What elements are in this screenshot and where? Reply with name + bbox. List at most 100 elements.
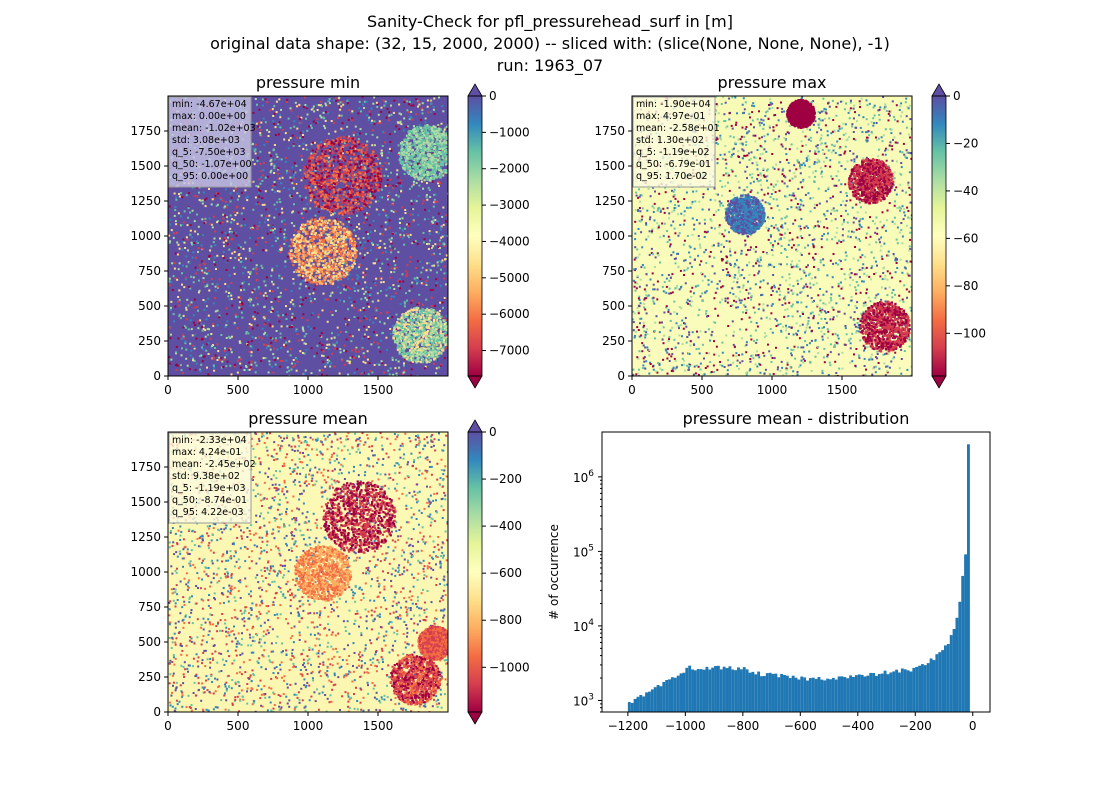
heatmap-pixel: [326, 208, 329, 212]
heatmap-pixel: [312, 257, 315, 260]
heatmap-pixel: [440, 151, 443, 154]
heatmap-pixel: [289, 176, 292, 179]
heatmap-pixel: [404, 140, 407, 143]
heatmap-pixel: [266, 232, 269, 235]
heatmap-pixel: [383, 242, 386, 245]
heatmap-pixel: [439, 301, 442, 304]
heatmap-pixel: [339, 278, 342, 281]
heatmap-pixel: [335, 250, 339, 253]
heatmap-pixel: [353, 157, 356, 160]
heatmap-pixel: [386, 183, 389, 186]
heatmap-pixel: [279, 201, 282, 203]
heatmap-pixel: [173, 320, 175, 323]
heatmap-pixel: [364, 175, 367, 178]
heatmap-pixel: [362, 307, 365, 309]
heatmap-pixel: [301, 326, 304, 329]
heatmap-pixel: [169, 337, 172, 340]
heatmap-pixel: [329, 160, 332, 163]
heatmap-pixel: [212, 241, 215, 244]
heatmap-pixel: [279, 336, 282, 339]
heatmap-pixel: [202, 344, 204, 347]
heatmap-pixel: [252, 147, 255, 150]
heatmap-pixel: [407, 223, 410, 226]
heatmap-pixel: [437, 150, 440, 154]
heatmap-pixel: [418, 143, 421, 146]
heatmap-pixel: [366, 251, 369, 254]
heatmap-pixel: [327, 179, 331, 182]
heatmap-pixel: [309, 269, 312, 272]
heatmap-pixel: [310, 126, 313, 129]
heatmap-pixel: [436, 271, 438, 274]
heatmap-pixel: [449, 146, 451, 148]
heatmap-pixel: [314, 183, 317, 186]
heatmap-pixel: [278, 158, 281, 161]
heatmap-pixel: [338, 242, 341, 245]
heatmap-pixel: [349, 196, 352, 199]
heatmap-pixel: [301, 223, 304, 226]
heatmap-pixel: [340, 127, 343, 130]
heatmap-pixel: [311, 252, 314, 255]
heatmap-pixel: [312, 292, 315, 295]
heatmap-pixel: [276, 348, 279, 351]
heatmap-pixel: [317, 104, 320, 107]
heatmap-pixel: [336, 263, 340, 267]
heatmap-pixel: [333, 156, 336, 159]
heatmap-pixel: [290, 249, 293, 253]
heatmap-pixel: [320, 192, 323, 195]
heatmap-pixel: [307, 245, 310, 248]
heatmap-pixel: [352, 141, 355, 144]
heatmap-pixel: [442, 130, 445, 133]
heatmap-pixel: [355, 160, 358, 163]
heatmap-pixel: [302, 329, 305, 332]
heatmap-pixel: [180, 215, 182, 218]
heatmap-pixel: [316, 156, 319, 159]
heatmap-pixel: [328, 348, 330, 351]
heatmap-pixel: [426, 126, 429, 130]
heatmap-pixel: [228, 274, 231, 277]
heatmap-pixel: [407, 138, 410, 142]
heatmap-pixel: [313, 153, 316, 156]
heatmap-pixel: [325, 268, 328, 271]
heatmap-pixel: [406, 171, 410, 174]
heatmap-pixel: [200, 260, 203, 263]
heatmap-pixel: [184, 247, 187, 249]
heatmap-pixel: [354, 262, 356, 265]
heatmap-pixel: [348, 170, 351, 173]
heatmap-pixel: [385, 116, 388, 119]
heatmap-pixel: [319, 114, 322, 117]
heatmap-pixel: [273, 167, 276, 170]
heatmap-pixel: [225, 269, 228, 271]
heatmap-pixel: [349, 163, 352, 167]
heatmap-pixel: [253, 150, 256, 153]
heatmap-pixel: [406, 299, 408, 302]
heatmap-pixel: [411, 299, 414, 302]
heatmap-pixel: [385, 294, 388, 297]
heatmap-pixel: [417, 195, 420, 198]
heatmap-pixel: [427, 155, 431, 158]
heatmap-pixel: [209, 249, 212, 252]
heatmap-pixel: [257, 192, 260, 194]
heatmap-pixel: [442, 223, 445, 226]
heatmap-pixel: [326, 99, 329, 102]
heatmap-pixel: [330, 237, 333, 240]
heatmap-pixel: [339, 194, 342, 198]
heatmap-pixel: [252, 317, 254, 320]
heatmap-pixel: [338, 227, 342, 230]
heatmap-pixel: [415, 156, 418, 159]
heatmap-pixel: [337, 242, 340, 246]
heatmap-pixel: [389, 133, 392, 136]
heatmap-pixel: [360, 372, 363, 375]
heatmap-pixel: [319, 271, 322, 274]
heatmap-pixel: [304, 104, 307, 106]
heatmap-pixel: [360, 148, 363, 151]
heatmap-pixel: [343, 199, 346, 203]
heatmap-pixel: [274, 191, 277, 194]
heatmap-pixel: [350, 189, 353, 192]
heatmap-pixel: [178, 315, 181, 318]
heatmap-pixel: [400, 113, 403, 116]
heatmap-pixel: [398, 366, 401, 369]
heatmap-pixel: [438, 161, 441, 164]
heatmap-pixel: [325, 204, 328, 207]
heatmap-pixel: [351, 263, 354, 266]
heatmap-pixel: [223, 214, 226, 217]
